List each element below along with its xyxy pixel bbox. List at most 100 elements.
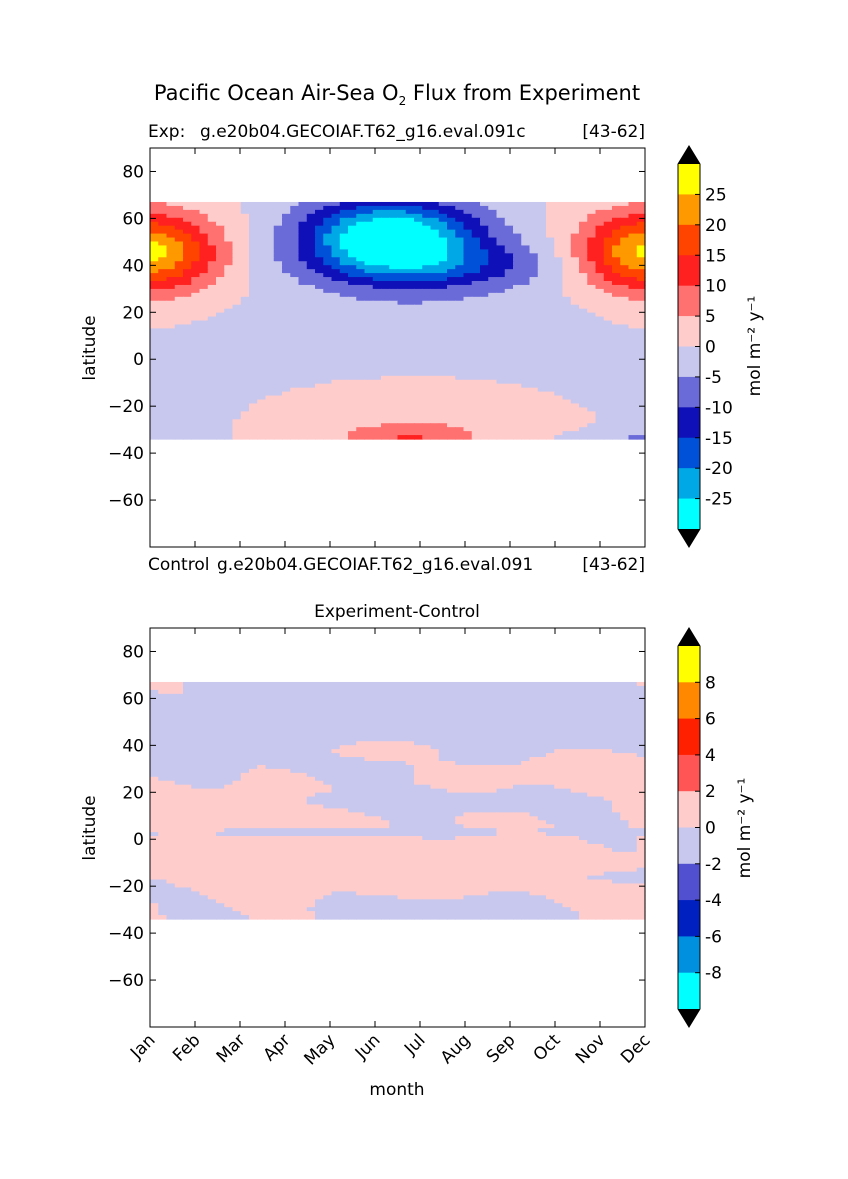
contour-cell [562, 221, 572, 227]
contour-cell [282, 360, 291, 365]
contour-cell [331, 312, 341, 318]
contour-cell [480, 340, 489, 345]
contour-cell [224, 375, 234, 381]
contour-cell [636, 209, 646, 215]
contour-cell [447, 320, 456, 326]
contour-cell [315, 356, 324, 361]
contour-cell [207, 737, 217, 742]
contour-cell [537, 348, 547, 353]
contour-cell [455, 733, 465, 738]
contour-cell [216, 749, 225, 754]
contour-cell [356, 764, 366, 770]
contour-cell [595, 241, 605, 247]
contour-cell [529, 344, 539, 349]
contour-cell [232, 419, 242, 424]
contour-cell [463, 375, 473, 381]
contour-cell [306, 697, 316, 703]
contour-cell [612, 725, 621, 730]
contour-cell [389, 281, 399, 286]
contour-cell [414, 427, 423, 432]
contour-cell [298, 249, 308, 254]
contour-cell [364, 419, 374, 424]
contour-cell [488, 375, 498, 381]
contour-cell [183, 745, 192, 750]
contour-cell [471, 749, 481, 754]
contour-cell [306, 761, 316, 766]
contour-cell [356, 205, 366, 211]
contour-cell [323, 241, 333, 247]
contour-cell [290, 753, 300, 758]
contour-cell [463, 356, 473, 361]
contour-cell [537, 300, 547, 306]
contour-cell [315, 273, 324, 278]
contour-cell [570, 336, 580, 341]
contour-cell [199, 225, 209, 231]
contour-cell [480, 296, 489, 302]
contour-cell [174, 717, 184, 723]
contour-cell [216, 241, 225, 247]
contour-cell [603, 360, 613, 365]
contour-cell [504, 403, 514, 409]
contour-cell [240, 233, 250, 239]
contour-cell [529, 367, 539, 373]
contour-cell [158, 292, 168, 298]
contour-cell [554, 435, 564, 440]
contour-cell [529, 697, 539, 703]
contour-cell [257, 292, 267, 298]
contour-cell [430, 340, 440, 345]
contour-cell [290, 407, 300, 412]
contour-cell [529, 717, 539, 723]
contour-cell [546, 697, 555, 703]
contour-cell [554, 761, 564, 766]
contour-cell [257, 721, 267, 727]
contour-cell [216, 336, 225, 341]
contour-cell [480, 721, 489, 727]
contour-cell [381, 288, 390, 294]
contour-cell [562, 399, 572, 405]
contour-cell [240, 201, 250, 207]
contour-cell [405, 213, 415, 219]
contour-cell [240, 281, 250, 286]
contour-cell [240, 356, 250, 361]
contour-cell [603, 371, 613, 377]
contour-cell [356, 316, 366, 322]
contour-cell [191, 360, 201, 365]
contour-cell [513, 308, 522, 314]
contour-cell [488, 229, 498, 235]
contour-cell [537, 205, 547, 211]
contour-cell [480, 371, 489, 377]
contour-cell [397, 745, 407, 750]
contour-cell [372, 681, 382, 687]
contour-cell [521, 761, 531, 766]
contour-cell [166, 312, 176, 318]
contour-cell [636, 320, 646, 326]
contour-cell [207, 407, 217, 412]
contour-cell [447, 360, 456, 365]
contour-cell [430, 713, 440, 719]
contour-cell [570, 757, 580, 762]
contour-cell [405, 221, 415, 227]
contour-cell [232, 379, 242, 385]
contour-cell [471, 253, 481, 258]
contour-cell [579, 725, 588, 730]
contour-cell [273, 697, 283, 703]
contour-cell [224, 737, 234, 742]
contour-cell [207, 332, 217, 337]
contour-cell [331, 261, 341, 266]
contour-cell [257, 265, 267, 270]
contour-cell [488, 737, 498, 742]
contour-cell [174, 300, 184, 306]
contour-cell [612, 292, 621, 298]
contour-cell [562, 360, 572, 365]
contour-cell [496, 320, 506, 326]
contour-cell [273, 757, 283, 762]
contour-cell [463, 233, 473, 239]
contour-cell [315, 213, 324, 219]
contour-cell [405, 741, 415, 746]
contour-cell [529, 415, 539, 420]
contour-cell [397, 356, 407, 361]
contour-cell [537, 693, 547, 699]
contour-cell [521, 415, 531, 420]
contour-cell [504, 308, 514, 314]
contour-cell [513, 296, 522, 302]
